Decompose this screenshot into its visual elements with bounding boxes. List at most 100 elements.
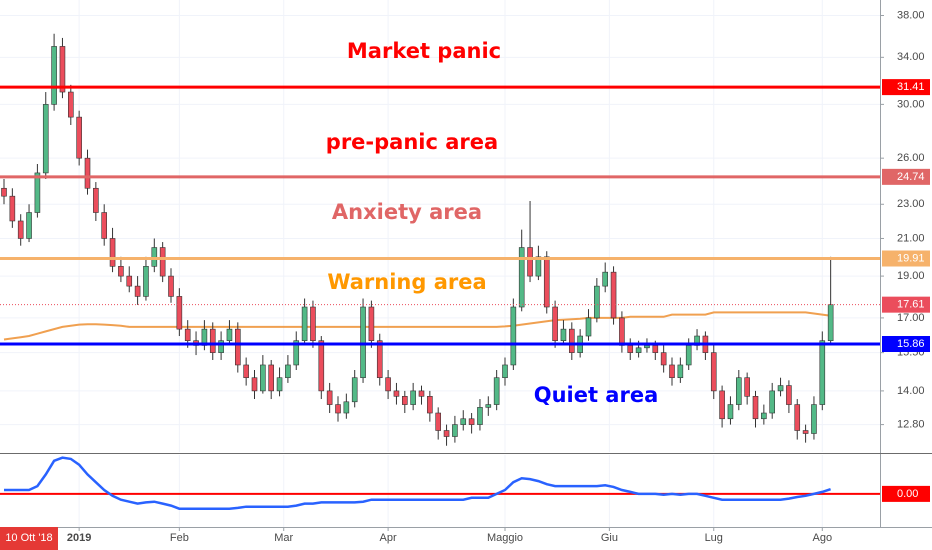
candle-body [368, 306, 375, 342]
y-tick-label: 12.80 [897, 418, 925, 430]
candle-body [134, 285, 141, 297]
candle-body [677, 364, 684, 379]
candle-body [385, 377, 391, 392]
candle-body [644, 345, 650, 349]
candle-body [535, 256, 542, 277]
candle-body [351, 377, 358, 403]
moving-average [3, 311, 831, 341]
candle-body [635, 347, 642, 353]
candle-body [761, 412, 767, 420]
candle-body [443, 430, 450, 437]
candle-body [552, 306, 558, 342]
candle-body [560, 328, 567, 342]
x-tick-label: Lug [705, 532, 723, 544]
level-label: 31.41 [897, 81, 925, 93]
candle-body [752, 396, 759, 420]
candle-body [435, 412, 442, 431]
zone-label: Warning area [327, 270, 486, 294]
candle-body [9, 195, 16, 222]
candle-body [218, 340, 224, 353]
level-label-box [882, 168, 930, 185]
candle-body [427, 396, 433, 414]
candle-body [627, 345, 634, 353]
candle-body [101, 212, 107, 239]
y-tick-label: 19.00 [897, 270, 925, 282]
candle-body [710, 352, 717, 392]
candle-body [26, 212, 32, 239]
candle-body [293, 340, 300, 366]
crosshair-label-box [0, 527, 58, 550]
level-label-box [882, 336, 930, 353]
y-tick-label: 38.00 [897, 9, 925, 21]
candle-body [209, 328, 216, 353]
zone-label: Market panic [347, 39, 501, 63]
candle-body [777, 385, 784, 392]
candle-body [468, 418, 475, 425]
candle-body [159, 247, 166, 277]
candle-body [268, 364, 275, 392]
level-label: 15.86 [897, 338, 925, 350]
candle-body [502, 364, 508, 379]
candle-body [543, 256, 550, 308]
candle-body [652, 345, 659, 353]
crosshair-label: 10 Ott '18 [5, 532, 52, 544]
candle-body [93, 187, 99, 213]
candle-body [477, 407, 483, 425]
candle-body [827, 304, 834, 342]
candle-body [518, 247, 525, 308]
zero-label: 0.00 [897, 488, 918, 500]
candle-body [727, 404, 734, 420]
candle-body [510, 306, 517, 366]
candle-body [401, 396, 408, 405]
candle-body [168, 275, 174, 297]
candle-body [393, 390, 400, 397]
candle-body [735, 377, 742, 405]
candle-body [176, 296, 183, 330]
candle-body [34, 172, 41, 213]
candle-body [360, 306, 366, 379]
level-label-box [882, 250, 930, 267]
candle-body [493, 377, 500, 405]
candle-body [527, 247, 533, 277]
x-tick-label: Ago [813, 532, 833, 544]
y-tick-label: 30.00 [897, 98, 925, 110]
y-tick-label: 23.00 [897, 198, 925, 210]
candle-body [410, 390, 416, 405]
candle-body [235, 328, 241, 366]
candle-body [335, 404, 341, 414]
candle-body [151, 247, 158, 267]
candle-body [51, 46, 57, 105]
x-tick-label: 2019 [67, 532, 91, 544]
x-tick-label: Apr [380, 532, 397, 544]
candle-body [794, 404, 801, 431]
candle-body [602, 271, 609, 287]
x-tick-label: Feb [170, 532, 189, 544]
candle-body [184, 328, 191, 342]
candle-body [76, 116, 82, 159]
candle-body [301, 306, 308, 342]
candle-body [343, 401, 350, 414]
candle-body [226, 328, 233, 342]
x-tick-label: Maggio [487, 532, 523, 544]
candle-body [326, 390, 333, 405]
candle-body [568, 328, 575, 353]
level-label: 24.74 [897, 171, 925, 183]
candle-body [310, 306, 316, 342]
candle-body [285, 364, 291, 379]
candle-body [84, 157, 91, 189]
candle-body [811, 404, 817, 434]
candle-body [243, 364, 249, 379]
zero-label-box [882, 485, 930, 502]
zone-label: Quiet area [534, 383, 659, 407]
candle-body [143, 266, 149, 297]
candle-body [376, 340, 383, 379]
candle-body [118, 266, 124, 277]
oscillator-line [4, 456, 831, 510]
candle-body [276, 377, 283, 392]
candle-body [719, 390, 725, 420]
y-tick-label: 14.00 [897, 385, 925, 397]
candle-body [460, 418, 467, 425]
level-label-box [882, 296, 930, 313]
